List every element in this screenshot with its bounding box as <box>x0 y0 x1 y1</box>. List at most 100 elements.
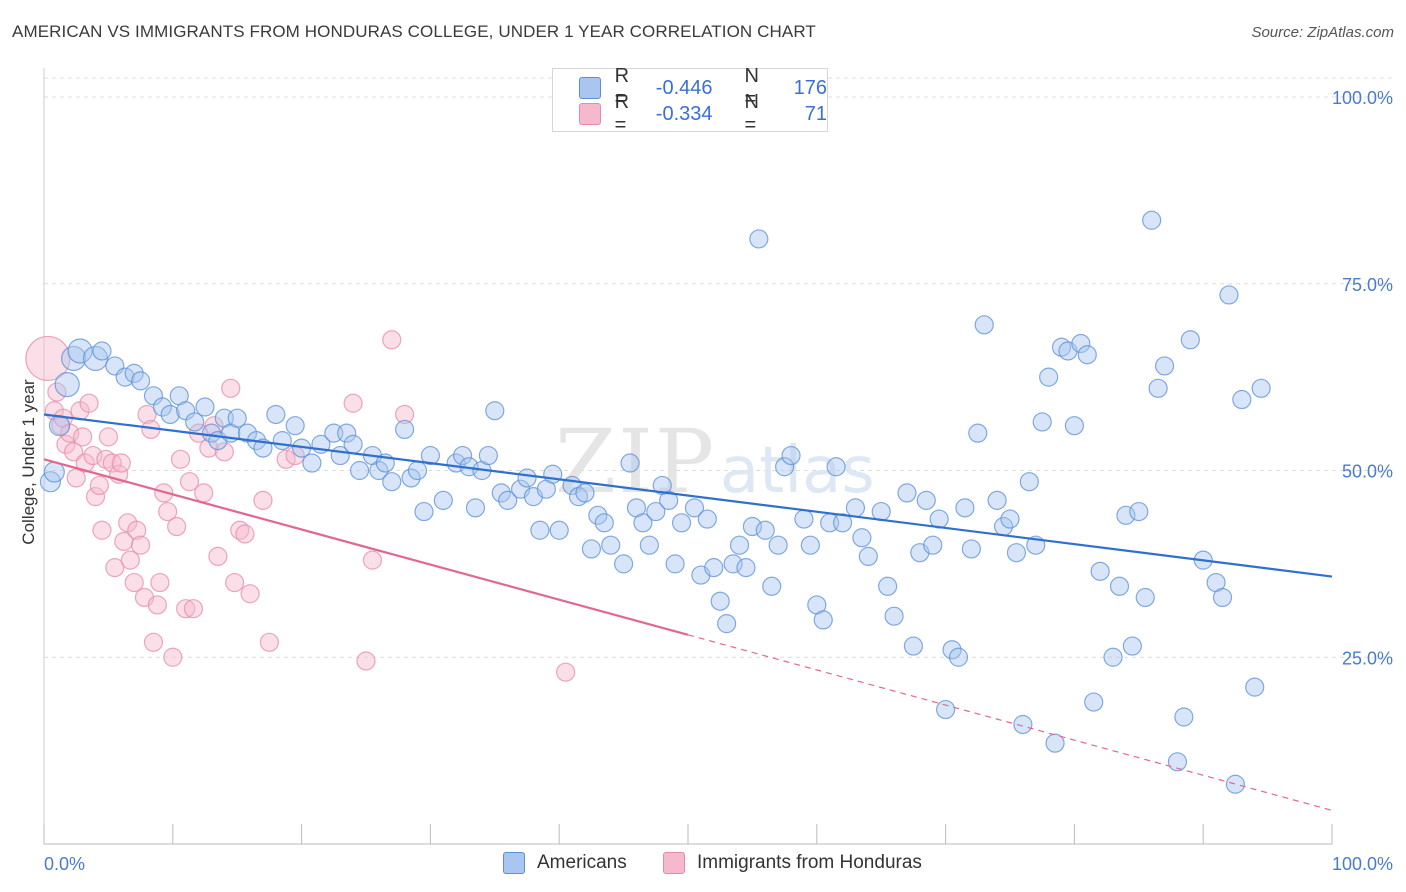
data-point <box>420 445 440 466</box>
data-point <box>556 662 576 682</box>
data-point <box>349 460 370 481</box>
y-tick-labels: 25.0% 50.0% 75.0% 100.0% <box>1332 88 1393 668</box>
data-point <box>73 427 93 447</box>
data-point <box>194 483 214 503</box>
data-point <box>285 416 305 436</box>
data-point <box>845 498 866 518</box>
data-point <box>1219 285 1239 305</box>
data-point <box>362 550 383 570</box>
data-point <box>183 599 204 619</box>
data-point <box>127 520 147 540</box>
legend-item-americans: Americans <box>503 852 627 874</box>
data-point <box>214 442 234 462</box>
data-point <box>147 595 167 615</box>
data-point <box>105 558 125 578</box>
data-point <box>594 513 614 533</box>
data-point <box>485 401 505 421</box>
data-point <box>620 453 640 473</box>
data-point <box>343 434 363 454</box>
data-point <box>1019 472 1039 492</box>
data-point <box>478 445 498 466</box>
data-point <box>98 427 119 447</box>
data-point <box>356 651 376 671</box>
data-point <box>601 535 621 555</box>
data-point <box>639 535 659 555</box>
americans-trend-line <box>43 413 1333 578</box>
r-label: R = <box>614 91 630 136</box>
data-point <box>1090 561 1110 581</box>
data-point <box>1013 714 1033 735</box>
data-point <box>369 460 389 481</box>
data-point <box>158 501 178 522</box>
data-point <box>987 490 1007 510</box>
data-point <box>1245 677 1265 697</box>
data-point <box>185 412 205 432</box>
data-point <box>453 445 473 466</box>
data-point <box>1122 636 1142 656</box>
data-point <box>613 554 634 574</box>
honduras-legend-label: Immigrants from Honduras <box>697 852 922 873</box>
data-point <box>1000 509 1020 529</box>
data-point <box>272 431 292 451</box>
data-point <box>858 546 878 567</box>
data-point <box>1109 576 1130 596</box>
data-point <box>221 378 241 398</box>
data-point <box>935 699 956 720</box>
data-point <box>923 535 943 555</box>
honduras-points <box>25 330 576 682</box>
data-point <box>152 397 173 417</box>
data-point <box>697 509 717 529</box>
data-point <box>124 572 144 593</box>
americans-swatch <box>579 77 601 99</box>
data-point <box>575 483 595 503</box>
y-tick-label: 100.0% <box>1332 88 1393 108</box>
honduras-trend-line <box>43 458 689 636</box>
data-point <box>240 584 260 604</box>
data-point <box>781 445 801 466</box>
data-point <box>749 229 769 249</box>
data-point <box>179 472 200 492</box>
data-point <box>143 632 164 652</box>
data-point <box>762 576 782 596</box>
data-point <box>948 647 969 667</box>
data-point <box>111 453 131 473</box>
data-point <box>1251 378 1271 398</box>
data-point <box>176 599 196 619</box>
data-point <box>167 516 187 537</box>
data-point <box>395 419 415 440</box>
data-point <box>235 524 255 544</box>
data-point <box>968 423 988 443</box>
americans-legend-swatch <box>503 852 525 874</box>
n-value: 176 <box>793 76 827 99</box>
data-point <box>85 487 106 507</box>
data-point <box>1103 647 1123 667</box>
data-point <box>871 501 891 522</box>
data-point <box>433 490 453 510</box>
data-point <box>204 416 224 436</box>
data-point <box>704 558 724 578</box>
data-point <box>974 315 994 335</box>
trend-lines <box>43 413 1333 811</box>
americans-legend-label: Americans <box>537 852 627 873</box>
data-point <box>302 453 322 473</box>
data-point <box>401 468 421 488</box>
data-point <box>659 490 679 510</box>
x-tick-label-max: 100.0% <box>1332 854 1393 874</box>
r-value: -0.334 <box>655 102 713 125</box>
y-tick-label: 75.0% <box>1342 275 1393 295</box>
data-point <box>201 423 222 443</box>
data-point <box>407 460 428 481</box>
data-point <box>195 397 215 417</box>
legend-row-honduras: R = -0.334 N = 71 <box>579 91 827 136</box>
data-point <box>48 415 71 437</box>
zipatlas-watermark: ZIP atlas <box>555 410 875 513</box>
data-point <box>395 404 415 425</box>
data-point <box>25 335 71 382</box>
x-axis: 0.0% 100.0% <box>43 824 1393 874</box>
n-label: N = <box>744 91 759 136</box>
n-value: 71 <box>804 102 827 125</box>
data-point <box>1045 733 1065 753</box>
y-axis-label: College, Under 1 year <box>19 379 38 545</box>
data-point <box>633 513 653 533</box>
